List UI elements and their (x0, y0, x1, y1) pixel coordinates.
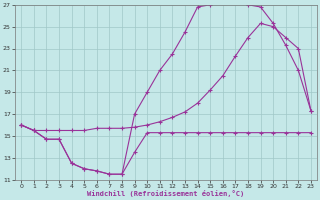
X-axis label: Windchill (Refroidissement éolien,°C): Windchill (Refroidissement éolien,°C) (87, 190, 245, 197)
